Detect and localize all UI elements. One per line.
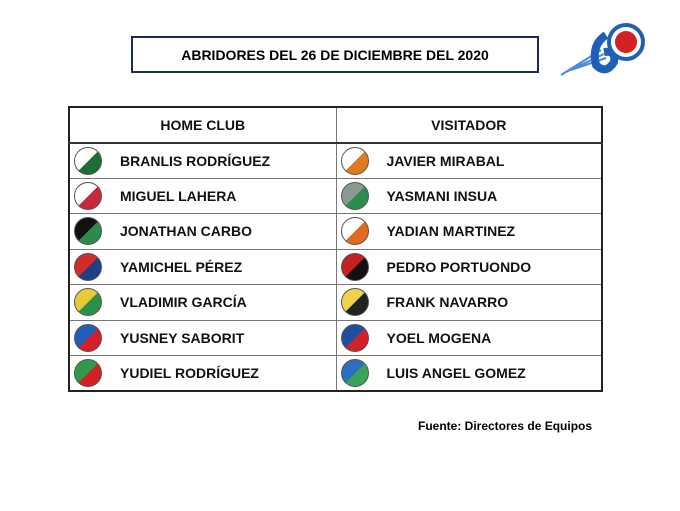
team-logo-icon	[74, 146, 102, 175]
team-logo-icon	[74, 181, 102, 210]
table-row: MIGUEL LAHERA YASMANI INSUA	[68, 177, 603, 214]
pitcher-name: JAVIER MIRABAL	[386, 152, 505, 169]
table-row: VLADIMIR GARCÍA FRANK NAVARRO	[68, 284, 603, 321]
visitor-cell: YASMANI INSUA	[335, 177, 603, 214]
pitcher-name: VLADIMIR GARCÍA	[120, 294, 247, 311]
team-logo-icon	[340, 252, 369, 281]
pitcher-name: YUSNEY SABORIT	[120, 329, 245, 346]
pitcher-name: YAMICHEL PÉREZ	[120, 258, 243, 275]
pitcher-name: BRANLIS RODRÍGUEZ	[120, 152, 271, 169]
pitcher-name: JONATHAN CARBO	[120, 223, 252, 240]
team-logo-icon	[74, 252, 102, 281]
serie-nacional-60-logo	[560, 23, 645, 76]
team-logo-icon	[340, 217, 369, 246]
source-note: Fuente: Directores de Equipos	[418, 419, 593, 433]
starters-table: HOME CLUB VISITADOR BRANLIS RODRÍGUEZ JAV…	[68, 106, 603, 392]
pitcher-name: YOEL MOGENA	[386, 329, 492, 346]
team-logo-icon	[74, 323, 102, 352]
pitcher-name: MIGUEL LAHERA	[120, 187, 237, 204]
home-cell: YUDIEL RODRÍGUEZ	[68, 355, 337, 392]
header-home-club: HOME CLUB	[68, 106, 337, 144]
home-cell: JONATHAN CARBO	[68, 213, 337, 250]
table-row: JONATHAN CARBO YADIAN MARTINEZ	[68, 213, 603, 250]
visitor-cell: JAVIER MIRABAL	[335, 142, 603, 179]
pitcher-name: YADIAN MARTINEZ	[386, 223, 516, 240]
visitor-cell: LUIS ANGEL GOMEZ	[335, 355, 603, 392]
team-logo-icon	[340, 323, 369, 352]
header-visitador: VISITADOR	[335, 106, 603, 144]
page-title: ABRIDORES DEL 26 DE DICIEMBRE DEL 2020	[131, 36, 539, 73]
team-logo-icon	[340, 181, 369, 210]
team-logo-icon	[74, 288, 102, 317]
table-row: BRANLIS RODRÍGUEZ JAVIER MIRABAL	[68, 142, 603, 179]
team-logo-icon	[340, 359, 369, 387]
visitor-cell: PEDRO PORTUONDO	[335, 248, 603, 285]
home-cell: VLADIMIR GARCÍA	[68, 284, 337, 321]
table-row: YAMICHEL PÉREZ PEDRO PORTUONDO	[68, 248, 603, 285]
table-row: YUSNEY SABORIT YOEL MOGENA	[68, 319, 603, 356]
pitcher-name: YUDIEL RODRÍGUEZ	[120, 365, 259, 381]
team-logo-icon	[74, 359, 102, 387]
pitcher-name: YASMANI INSUA	[386, 187, 498, 204]
visitor-cell: YOEL MOGENA	[335, 319, 603, 356]
home-cell: YAMICHEL PÉREZ	[68, 248, 337, 285]
home-cell: MIGUEL LAHERA	[68, 177, 337, 214]
pitcher-name: FRANK NAVARRO	[386, 294, 509, 311]
team-logo-icon	[340, 288, 369, 317]
table-row: YUDIEL RODRÍGUEZ LUIS ANGEL GOMEZ	[68, 355, 603, 392]
home-cell: BRANLIS RODRÍGUEZ	[68, 142, 337, 179]
team-logo-icon	[74, 217, 102, 246]
team-logo-icon	[340, 146, 369, 175]
pitcher-name: PEDRO PORTUONDO	[386, 258, 532, 275]
pitcher-name: LUIS ANGEL GOMEZ	[386, 365, 526, 381]
visitor-cell: FRANK NAVARRO	[335, 284, 603, 321]
home-cell: YUSNEY SABORIT	[68, 319, 337, 356]
visitor-cell: YADIAN MARTINEZ	[335, 213, 603, 250]
